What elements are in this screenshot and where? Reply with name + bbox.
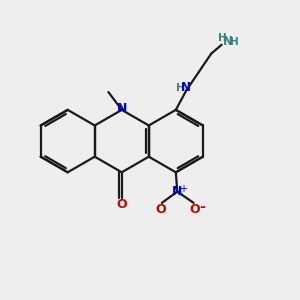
Text: +: + [179,184,187,194]
Text: -: - [200,200,206,214]
Text: O: O [156,203,166,216]
Text: N: N [223,35,232,48]
Text: O: O [190,203,200,216]
Text: O: O [116,198,127,211]
Text: N: N [181,81,191,94]
Text: N: N [117,103,127,116]
Text: N: N [172,185,182,198]
Text: H: H [218,33,226,43]
Text: H: H [230,37,239,47]
Text: H: H [176,82,185,93]
